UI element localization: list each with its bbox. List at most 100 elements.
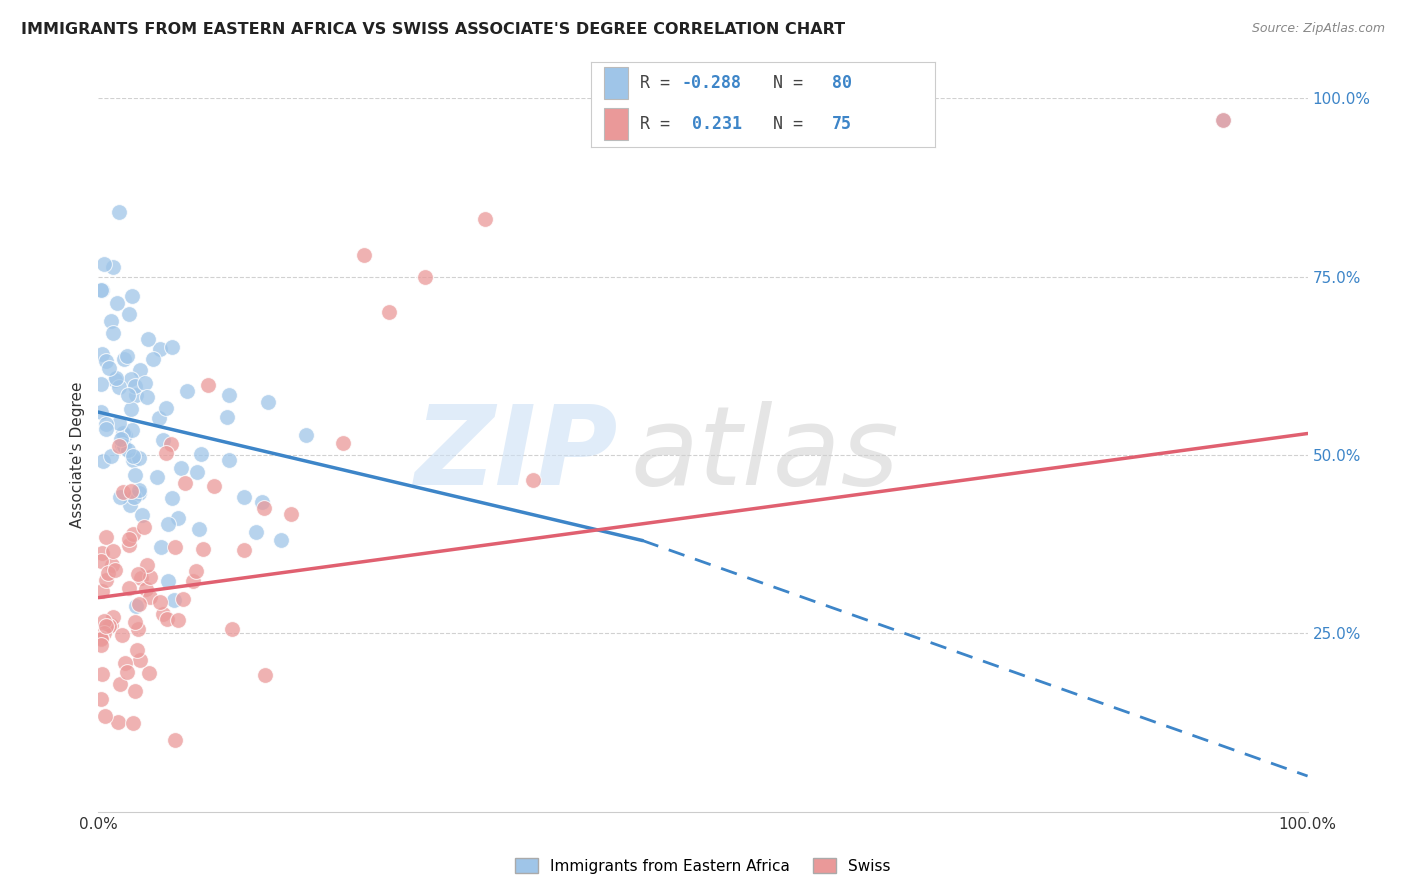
Point — [101, 326, 124, 340]
Point — [128, 451, 150, 466]
Point — [90, 632, 112, 646]
Text: -0.288: -0.288 — [682, 74, 742, 92]
Point — [108, 379, 131, 393]
Point — [128, 483, 150, 498]
Point — [139, 590, 162, 604]
Point — [118, 538, 141, 552]
Point — [101, 260, 124, 274]
Point — [160, 437, 183, 451]
Point — [332, 436, 354, 450]
Point — [90, 377, 112, 392]
Point — [377, 305, 399, 319]
Point — [152, 607, 174, 622]
Point — [121, 453, 143, 467]
Point — [138, 569, 160, 583]
Point — [295, 428, 318, 442]
Point — [118, 498, 141, 512]
Point — [93, 626, 115, 640]
Point — [186, 465, 208, 479]
Point — [134, 376, 156, 390]
Point — [190, 447, 212, 461]
Point — [108, 439, 131, 453]
Point — [105, 296, 128, 310]
Point — [125, 388, 148, 402]
Point — [121, 716, 143, 731]
Point — [160, 340, 183, 354]
Point — [93, 257, 115, 271]
Point — [138, 665, 160, 680]
Point — [186, 564, 208, 578]
Point — [100, 558, 122, 573]
Point — [96, 353, 118, 368]
Point — [101, 544, 124, 558]
Point — [1212, 112, 1234, 127]
Point — [156, 612, 179, 626]
Point — [120, 372, 142, 386]
Point — [166, 613, 188, 627]
Point — [91, 667, 114, 681]
Point — [117, 443, 139, 458]
Point — [93, 614, 115, 628]
FancyBboxPatch shape — [605, 67, 628, 99]
Point — [172, 592, 194, 607]
Point — [253, 501, 276, 516]
Text: atlas: atlas — [630, 401, 898, 508]
Point — [120, 401, 142, 416]
Point — [117, 582, 139, 596]
Point — [135, 582, 157, 596]
Point — [114, 657, 136, 671]
Point — [134, 520, 156, 534]
Text: 0.231: 0.231 — [682, 115, 742, 133]
Point — [100, 449, 122, 463]
Point — [183, 574, 205, 588]
Point — [138, 332, 160, 346]
Point — [115, 665, 138, 680]
Point — [104, 564, 127, 578]
Point — [90, 583, 112, 598]
Point — [173, 476, 195, 491]
Point — [90, 283, 112, 297]
Text: IMMIGRANTS FROM EASTERN AFRICA VS SWISS ASSOCIATE'S DEGREE CORRELATION CHART: IMMIGRANTS FROM EASTERN AFRICA VS SWISS … — [21, 22, 845, 37]
Text: 80: 80 — [832, 74, 852, 92]
Point — [94, 619, 117, 633]
Point — [129, 653, 152, 667]
Point — [124, 683, 146, 698]
Text: R =: R = — [641, 115, 681, 133]
Point — [413, 269, 436, 284]
Point — [163, 592, 186, 607]
Point — [108, 677, 131, 691]
Point — [474, 212, 496, 227]
Point — [105, 371, 128, 385]
Point — [160, 491, 183, 505]
Point — [256, 394, 278, 409]
Point — [129, 363, 152, 377]
Point — [156, 516, 179, 531]
Point — [122, 449, 145, 463]
Point — [253, 668, 276, 682]
Point — [167, 510, 190, 524]
Point — [157, 574, 180, 589]
Point — [90, 639, 112, 653]
Point — [128, 597, 150, 611]
Text: N =: N = — [773, 74, 813, 92]
Point — [118, 532, 141, 546]
Point — [111, 437, 134, 451]
Point — [90, 631, 112, 645]
Point — [131, 508, 153, 522]
Point — [94, 574, 117, 588]
Point — [121, 288, 143, 302]
Point — [98, 360, 121, 375]
Point — [107, 205, 129, 219]
Point — [112, 439, 135, 453]
Point — [122, 527, 145, 541]
Point — [155, 446, 177, 460]
Point — [117, 349, 139, 363]
Point — [125, 599, 148, 613]
Point — [90, 554, 112, 568]
Point — [121, 424, 143, 438]
Point — [136, 390, 159, 404]
Point — [149, 540, 172, 554]
Point — [142, 351, 165, 366]
Point — [1212, 112, 1234, 127]
Point — [202, 479, 225, 493]
